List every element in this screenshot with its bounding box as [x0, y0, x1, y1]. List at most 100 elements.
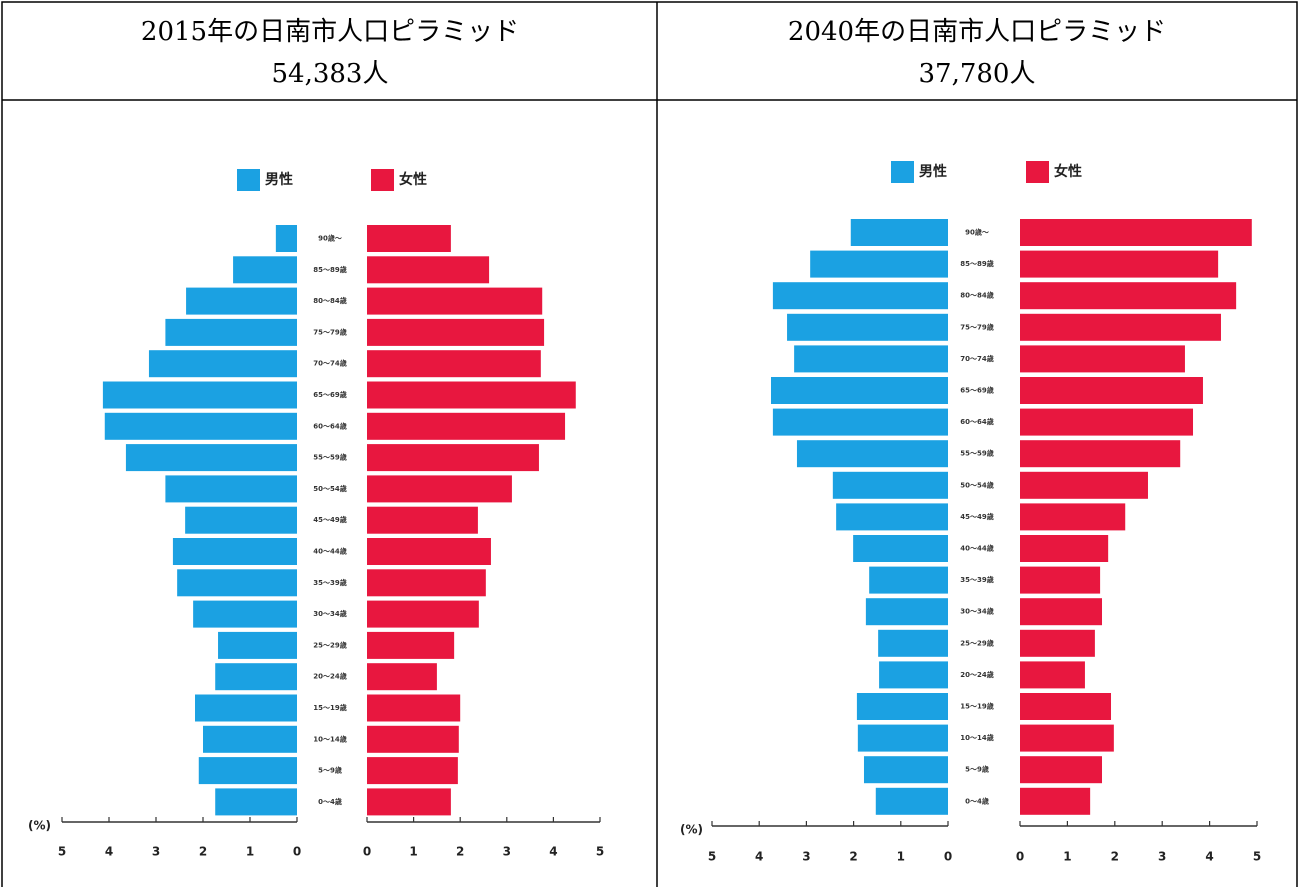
bar	[165, 318, 297, 346]
x-tick-label: 0	[1016, 850, 1024, 864]
x-tick-label: 4	[105, 845, 113, 859]
age-label: 90歳～	[965, 228, 989, 237]
age-label: 10～14歳	[960, 733, 993, 742]
x-tick-label: 3	[802, 850, 810, 864]
age-label: 45～49歳	[313, 515, 346, 524]
bar	[275, 225, 297, 252]
bar	[1020, 503, 1126, 531]
age-label: 50～54歳	[313, 484, 346, 493]
bar	[1020, 471, 1148, 499]
bar	[185, 506, 297, 534]
x-tick-label: 3	[503, 845, 511, 859]
age-label: 5～9歳	[318, 766, 342, 775]
bar	[218, 631, 297, 659]
bar	[215, 663, 297, 691]
x-tick-label: 2	[456, 845, 464, 859]
age-label: 15～19歳	[313, 703, 346, 712]
bar	[853, 535, 948, 562]
bar	[794, 345, 948, 373]
legend-swatch	[237, 169, 260, 191]
bar	[1020, 693, 1112, 720]
bar	[367, 631, 455, 659]
bar	[367, 788, 451, 816]
age-label: 50～54歳	[960, 480, 993, 489]
bar	[879, 661, 948, 689]
bar	[367, 725, 459, 753]
age-label: 0～4歳	[318, 797, 342, 806]
age-label: 45～49歳	[960, 512, 993, 521]
x-tick-label: 5	[1253, 850, 1261, 864]
x-tick-label: 4	[1205, 850, 1213, 864]
bar	[233, 256, 297, 284]
chart-title: 2015年の日南市人口ピラミッド	[141, 17, 519, 47]
age-label: 80～84歳	[313, 296, 346, 305]
bar	[1020, 345, 1185, 373]
bar	[367, 412, 566, 440]
x-tick-label: 1	[409, 845, 417, 859]
x-tick-label: 5	[58, 845, 66, 859]
bar	[836, 503, 948, 531]
bar	[367, 350, 541, 378]
age-label: 70～74歳	[313, 359, 346, 368]
chart-subtitle: 37,780人	[919, 59, 1036, 89]
x-tick-label: 5	[708, 850, 716, 864]
bar	[367, 600, 479, 628]
x-tick-label: 0	[293, 845, 301, 859]
bar	[865, 598, 948, 626]
bar	[367, 538, 491, 565]
age-label: 40～44歳	[960, 544, 993, 553]
legend-label: 女性	[1054, 163, 1082, 180]
bar	[367, 475, 512, 503]
bar	[125, 444, 297, 472]
legend-swatch	[1026, 161, 1049, 183]
bar	[177, 569, 297, 597]
bar	[1020, 535, 1109, 562]
age-label: 60～64歳	[313, 421, 346, 430]
x-tick-label: 5	[596, 845, 604, 859]
age-label: 10～14歳	[313, 734, 346, 743]
bar	[1020, 661, 1085, 689]
bar	[787, 313, 948, 341]
bar	[1020, 629, 1095, 657]
bar	[1020, 408, 1194, 436]
age-label: 35～39歳	[313, 578, 346, 587]
bar	[215, 788, 297, 816]
bar	[796, 440, 948, 468]
axis-label: (%)	[680, 823, 703, 837]
bar	[367, 287, 543, 315]
bar	[1020, 756, 1103, 784]
x-tick-label: 2	[199, 845, 207, 859]
bar	[367, 318, 545, 346]
x-tick-label: 0	[944, 850, 952, 864]
bar	[1020, 566, 1101, 594]
x-tick-label: 3	[152, 845, 160, 859]
age-label: 60～64歳	[960, 417, 993, 426]
x-tick-label: 2	[849, 850, 857, 864]
chart-title: 2040年の日南市人口ピラミッド	[788, 17, 1166, 47]
age-label: 85～89歳	[960, 259, 993, 268]
legend-label: 女性	[399, 171, 427, 188]
bar	[857, 724, 948, 752]
age-label: 55～59歳	[960, 449, 993, 458]
bar	[367, 444, 539, 472]
bar	[367, 256, 490, 284]
age-label: 80～84歳	[960, 291, 993, 300]
bar	[367, 225, 451, 252]
x-tick-label: 1	[246, 845, 254, 859]
age-label: 25～29歳	[960, 638, 993, 647]
age-label: 75～79歳	[960, 322, 993, 331]
x-tick-label: 1	[1063, 850, 1071, 864]
bar	[1020, 440, 1181, 468]
bar	[367, 569, 486, 597]
age-label: 75～79歳	[313, 327, 346, 336]
age-label: 0～4歳	[965, 796, 989, 805]
bar	[850, 219, 948, 246]
x-tick-label: 3	[1158, 850, 1166, 864]
age-label: 55～59歳	[313, 453, 346, 462]
age-label: 70～74歳	[960, 354, 993, 363]
bar	[856, 693, 948, 720]
bar	[104, 412, 298, 440]
bar	[198, 757, 297, 785]
age-label: 85～89歳	[313, 265, 346, 274]
